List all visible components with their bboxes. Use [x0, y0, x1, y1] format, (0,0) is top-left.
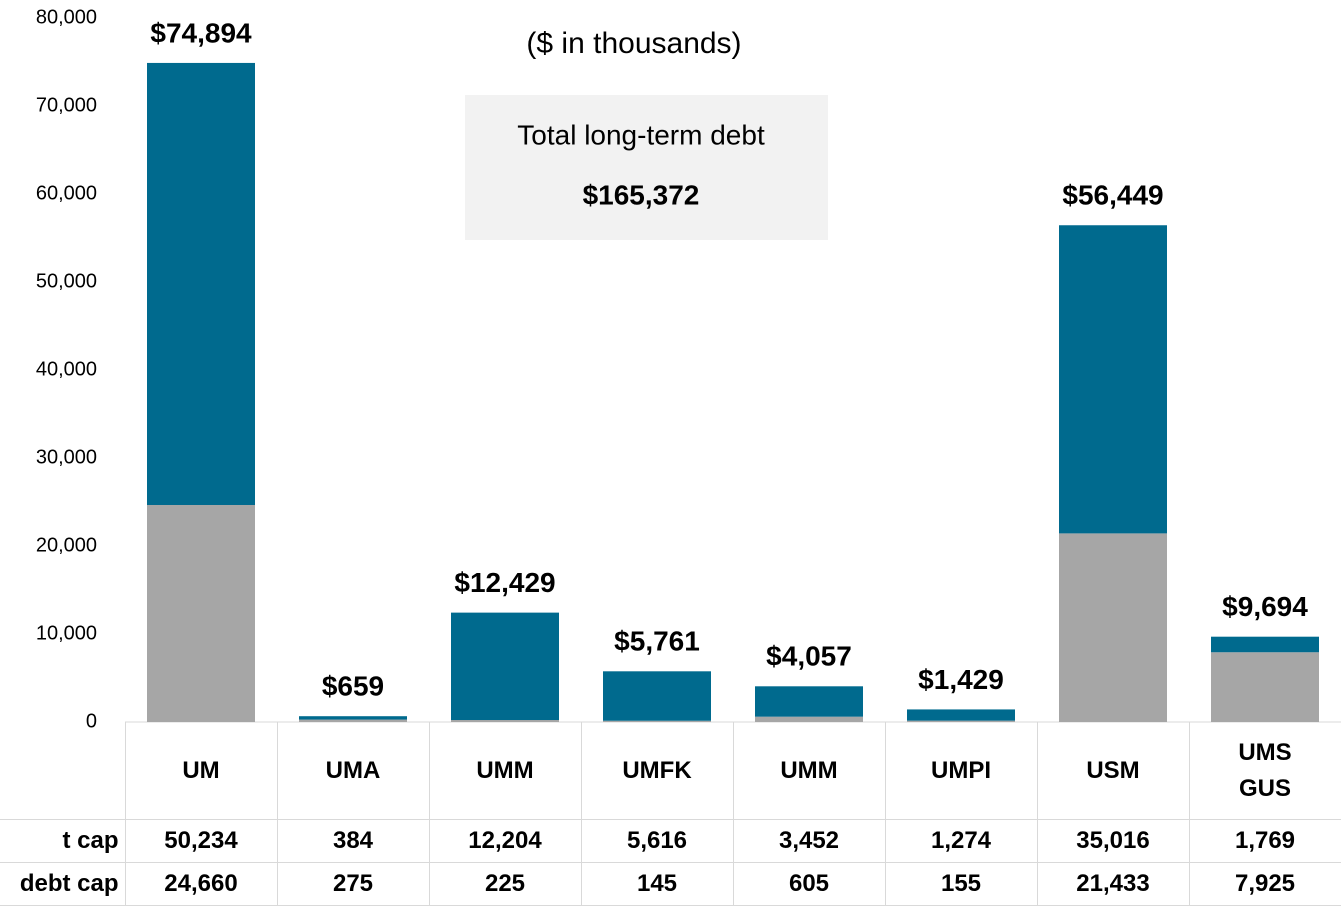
value-cell: 1,769	[1188, 819, 1341, 863]
y-tick-label: 80,000	[36, 6, 97, 28]
total-label: $56,449	[1062, 180, 1163, 211]
category-label: USM	[1086, 756, 1140, 784]
bar-segment	[147, 62, 255, 505]
total-label: $12,429	[454, 567, 555, 598]
row-label: debt cap	[0, 862, 126, 906]
y-tick-label: 70,000	[36, 94, 97, 116]
bar-segment	[907, 709, 1015, 721]
total-label: $1,429	[918, 664, 1004, 695]
data-row: debt cap 24,660 275 225 145 605 155 21,433 7,925	[0, 862, 1341, 906]
category-cell: UMS GUS	[1188, 722, 1341, 820]
bar-segment	[1059, 533, 1167, 722]
y-tick-label: 10,000	[36, 622, 97, 644]
value-cell: 275	[276, 862, 430, 906]
bar-segment	[451, 612, 559, 721]
bar-segment	[299, 716, 407, 720]
bar-segment	[299, 719, 407, 722]
value-cell: 24,660	[124, 862, 278, 906]
bar-segment	[1211, 636, 1319, 653]
value-cell: 1,274	[884, 819, 1038, 863]
annotation-box	[465, 95, 828, 240]
total-label: $659	[322, 671, 384, 702]
total-label: $9,694	[1222, 591, 1308, 622]
value-cell: 3,452	[732, 819, 886, 863]
category-cell: UMM	[732, 722, 886, 820]
category-cell: UMPI	[884, 722, 1038, 820]
annotation-value: $165,372	[583, 179, 700, 210]
category-cell: UM	[124, 722, 278, 820]
category-label: UMM	[476, 756, 534, 784]
total-label: $4,057	[766, 641, 852, 672]
bar-segment	[147, 504, 255, 722]
total-label: $5,761	[614, 626, 700, 657]
value-cell: 50,234	[124, 819, 278, 863]
value-cell: 155	[884, 862, 1038, 906]
bar-segment	[755, 686, 863, 717]
bar-segment	[1211, 652, 1319, 722]
category-cell: UMM	[428, 722, 582, 820]
category-label: UMPI	[931, 756, 991, 784]
value-cell: 21,433	[1036, 862, 1190, 906]
corner	[0, 722, 125, 820]
bar-segment	[755, 716, 863, 722]
value-cell: 7,925	[1188, 862, 1341, 906]
category-label: UM	[182, 756, 220, 784]
value-cell: 605	[732, 862, 886, 906]
category-cell: USM	[1036, 722, 1190, 820]
value-cell: 225	[428, 862, 582, 906]
y-tick-label: 40,000	[36, 358, 97, 380]
annotation-title: Total long-term debt	[517, 119, 765, 150]
subtitle: ($ in thousands)	[526, 27, 741, 60]
bar-segment	[1059, 225, 1167, 534]
category-label: UMS GUS	[1238, 738, 1292, 802]
row-label: t cap	[0, 819, 126, 863]
category-cell: UMA	[276, 722, 430, 820]
bar-segment	[451, 720, 559, 722]
bar-segment	[907, 720, 1015, 722]
y-tick-label: 30,000	[36, 446, 97, 468]
data-table: UM UMA UMM UMFK UMM UMPI USM UMS GUS t cap 50,234…	[0, 722, 1341, 906]
header-row: UM UMA UMM UMFK UMM UMPI USM UMS GUS	[0, 722, 1341, 820]
y-tick-label: 0	[86, 710, 97, 732]
y-tick-label: 50,000	[36, 270, 97, 292]
category-label: UMFK	[622, 756, 692, 784]
bar-segment	[603, 720, 711, 722]
category-cell: UMFK	[580, 722, 734, 820]
category-label: UMA	[325, 756, 381, 784]
value-cell: 35,016	[1036, 819, 1190, 863]
bar-segment	[603, 671, 711, 721]
category-label: UMM	[780, 756, 838, 784]
y-tick-label: 20,000	[36, 534, 97, 556]
y-tick-label: 60,000	[36, 182, 97, 204]
total-label: $74,894	[150, 17, 252, 48]
value-cell: 5,616	[580, 819, 734, 863]
value-cell: 384	[276, 819, 430, 863]
value-cell: 145	[580, 862, 734, 906]
data-row: t cap 50,234 384 12,204 5,616 3,452 1,274 35,01…	[0, 819, 1341, 863]
value-cell: 12,204	[428, 819, 582, 863]
